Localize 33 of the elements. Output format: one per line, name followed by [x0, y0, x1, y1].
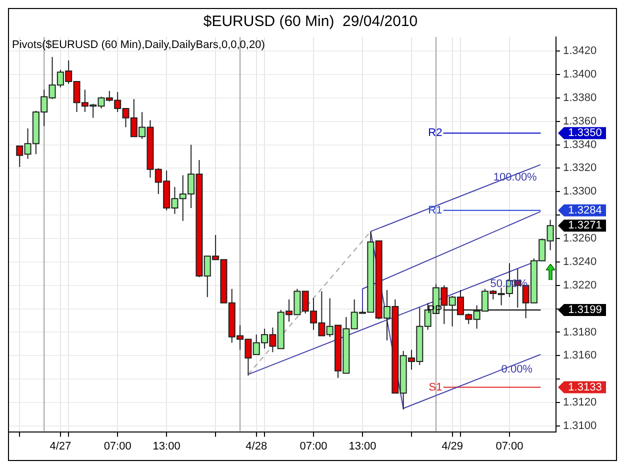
y-tick-label: 1.3380	[563, 92, 597, 104]
x-tick-label: 4/29	[442, 440, 464, 452]
y-tick-label: 1.3220	[563, 279, 597, 292]
y-tick-label: 1.3240	[563, 256, 597, 268]
y-tick-label: 1.3120	[563, 396, 597, 409]
text: 1.3271	[568, 220, 602, 232]
y-tick-label: 1.3300	[563, 186, 597, 198]
y-tick-label: 1.3340	[563, 138, 597, 151]
chart-title: $EURUSD (60 Min) 29/04/2010	[203, 13, 418, 30]
text: 1.3133	[568, 381, 602, 394]
x-tick-label: 13:00	[152, 440, 180, 452]
y-tick-label: 1.3360	[563, 115, 597, 128]
x-tick-label: 4/28	[246, 440, 268, 452]
annotation: 0.00%	[501, 364, 533, 376]
y-tick-label: 1.3180	[563, 326, 597, 338]
text: 1.3350	[568, 127, 602, 140]
ref-line-label: R1	[428, 204, 442, 216]
y-tick-label: 1.3260	[563, 232, 597, 245]
y-tick-label: 1.3400	[563, 68, 597, 81]
y-tick-label: 1.3420	[563, 45, 597, 58]
x-tick-label: 07:00	[104, 440, 132, 452]
x-tick-label: 13:00	[348, 440, 376, 452]
x-tick-label: 4/27	[50, 440, 72, 452]
text: 1.3284	[568, 204, 602, 216]
x-tick-label: 07:00	[496, 440, 524, 452]
y-tick-label: 1.3320	[563, 162, 597, 174]
annotation: Pivots($EURUSD (60 Min),Daily,DailyBars,0,0,0,20)	[12, 39, 265, 52]
text: 1.3199	[568, 304, 602, 316]
x-tick-label: 07:00	[300, 440, 328, 452]
y-tick-label: 1.3100	[563, 420, 597, 432]
y-tick-label: 1.3160	[563, 350, 597, 362]
ref-line-label: S1	[428, 381, 442, 394]
ref-line-label: R2	[428, 127, 442, 140]
